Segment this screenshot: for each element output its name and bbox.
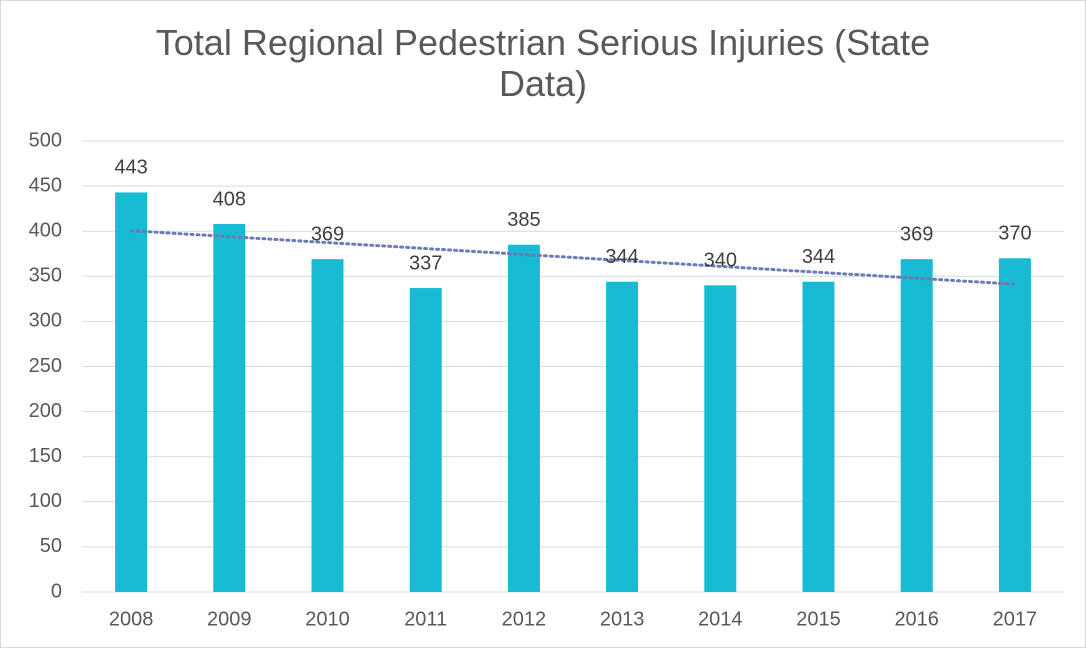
- bar: [213, 223, 246, 592]
- bar: [311, 259, 344, 592]
- data-label: 369: [311, 223, 344, 245]
- y-tick-label: 0: [51, 580, 62, 602]
- x-tick-label: 2010: [305, 608, 350, 630]
- trendline: [129, 229, 1017, 286]
- x-tick-label: 2014: [698, 608, 743, 630]
- y-tick-label: 300: [29, 310, 62, 332]
- data-label: 443: [114, 157, 147, 179]
- bar: [606, 281, 639, 592]
- bar: [900, 259, 933, 592]
- data-label: 370: [998, 223, 1031, 245]
- x-tick-label: 2017: [993, 608, 1038, 630]
- bar: [115, 192, 148, 592]
- data-label: 344: [605, 246, 638, 268]
- x-tick-label: 2008: [109, 608, 154, 630]
- data-label: 344: [802, 246, 835, 268]
- data-label: 337: [409, 252, 442, 274]
- data-label: 408: [213, 188, 246, 210]
- y-tick-label: 250: [29, 355, 62, 377]
- x-tick-label: 2013: [600, 608, 645, 630]
- data-label: 385: [507, 209, 540, 231]
- y-tick-label: 100: [29, 490, 62, 512]
- x-tick-label: 2009: [207, 608, 252, 630]
- bar: [704, 285, 737, 592]
- y-tick-label: 450: [29, 174, 62, 196]
- data-label: 340: [704, 250, 737, 272]
- bar: [802, 281, 835, 592]
- y-tick-label: 350: [29, 265, 62, 287]
- y-tick-label: 200: [29, 400, 62, 422]
- bar: [998, 258, 1031, 592]
- y-tick-label: 150: [29, 445, 62, 467]
- y-tick-label: 500: [29, 129, 62, 151]
- x-tick-label: 2012: [502, 608, 547, 630]
- chart-title: Total Regional Pedestrian Serious Injuri…: [155, 22, 931, 104]
- y-tick-label: 400: [29, 219, 62, 241]
- bar: [409, 288, 442, 592]
- bar: [507, 244, 540, 593]
- x-tick-label: 2016: [894, 608, 939, 630]
- data-label: 369: [900, 223, 933, 245]
- x-tick-label: 2015: [796, 608, 841, 630]
- y-tick-label: 50: [40, 535, 62, 557]
- x-tick-label: 2011: [404, 608, 447, 630]
